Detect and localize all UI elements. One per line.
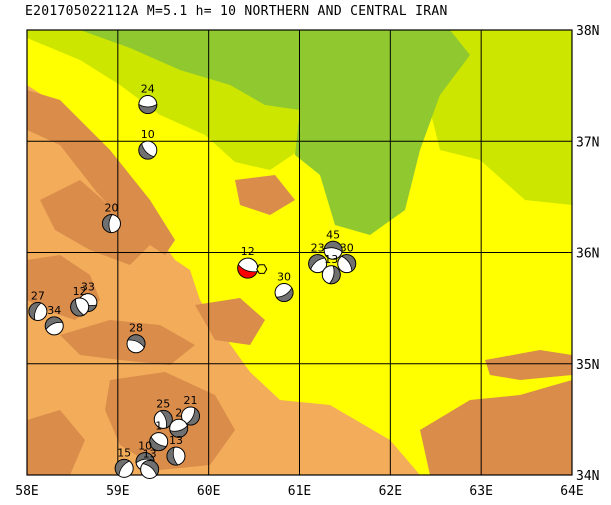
beachball-quadrant — [149, 436, 168, 451]
beachball-quadrant — [185, 407, 200, 426]
lat-tick-label: 35N — [576, 358, 599, 373]
event-beachball[interactable] — [149, 432, 169, 452]
event-depth-label: 24 — [141, 83, 155, 96]
terrain-ridge — [420, 380, 572, 475]
beachball-quadrant — [159, 409, 173, 429]
event-depth-label: 25 — [156, 397, 170, 410]
beachball-quadrant — [102, 214, 113, 234]
event-beachball[interactable] — [274, 283, 294, 303]
event-beachball[interactable] — [114, 458, 134, 478]
event-depth-label: 34 — [47, 304, 61, 317]
event-depth-label: 21 — [184, 394, 198, 407]
beachball-quadrant — [44, 316, 64, 331]
event-beachball[interactable] — [126, 334, 146, 354]
beachball-quadrant — [138, 142, 155, 160]
lon-tick-label: 64E — [560, 484, 583, 499]
main-event-beachball[interactable] — [237, 257, 259, 279]
terrain-ridge — [235, 175, 295, 215]
beachball-quadrant — [275, 287, 294, 302]
event-depth-label: 33 — [81, 281, 95, 294]
event-beachball[interactable] — [181, 406, 200, 426]
lon-tick-label: 58E — [15, 484, 38, 499]
event-beachball[interactable] — [153, 409, 173, 429]
event-beachball[interactable] — [28, 301, 48, 321]
event-depth-label: 10 — [138, 440, 152, 453]
lon-tick-label: 61E — [288, 484, 311, 499]
event-beachball[interactable] — [44, 316, 64, 336]
terrain-green — [80, 30, 470, 235]
event-depth-label: 28 — [129, 322, 143, 335]
grid-lines — [27, 30, 572, 475]
beachball-quadrant — [70, 298, 85, 317]
terrain-ridge — [27, 410, 85, 475]
event-beachball[interactable] — [169, 418, 189, 438]
event-depth-label: 10 — [141, 128, 155, 141]
event-depth-label: 13 — [169, 434, 183, 447]
terrain-ridge — [40, 180, 150, 265]
beachball-quadrant — [138, 103, 158, 114]
beachball-quadrant — [141, 460, 159, 477]
main-event-depth-label: 12 — [241, 245, 255, 258]
event-depth-label: 1 — [155, 420, 162, 433]
event-depth-label: 20 — [104, 202, 118, 215]
event-depth-label: 30 — [340, 242, 354, 255]
beachball-quadrant — [323, 240, 343, 253]
event-depth-label: 27 — [31, 289, 45, 302]
beachball-quadrant — [308, 254, 326, 271]
event-depth-label: 15 — [117, 446, 131, 459]
beachball-quadrant — [169, 425, 189, 438]
beachball-quadrant — [135, 452, 155, 464]
lon-tick-label: 63E — [469, 484, 492, 499]
beachball-quadrant — [127, 334, 146, 349]
event-beachball[interactable] — [138, 140, 158, 160]
event-beachball[interactable] — [166, 446, 186, 466]
lon-tick-label: 62E — [379, 484, 402, 499]
map-frame — [26, 29, 573, 476]
event-beachball[interactable] — [308, 254, 328, 274]
event-beachball[interactable] — [138, 95, 158, 115]
lat-tick-label: 34N — [576, 469, 599, 484]
event-beachball[interactable] — [337, 254, 357, 274]
event-beachball[interactable] — [323, 240, 343, 260]
beachball-quadrant — [237, 263, 258, 279]
beachball-quadrant — [328, 265, 341, 285]
terrain-ridge — [485, 350, 572, 380]
event-depth-label: 12 — [73, 285, 87, 298]
event-beachball[interactable] — [70, 297, 90, 317]
event-depth-label: 13 — [324, 253, 338, 266]
epicenter-marker — [256, 264, 268, 274]
beachball-quadrant — [166, 446, 179, 466]
event-depth-label: 30 — [277, 271, 291, 284]
beachball-quadrant — [114, 459, 131, 477]
beachball-quadrant — [340, 254, 357, 272]
event-beachball[interactable] — [321, 265, 341, 285]
lat-tick-label: 37N — [576, 135, 599, 150]
beachball-quadrant — [28, 302, 42, 321]
event-depth-label: 45 — [326, 228, 340, 241]
lat-tick-label: 38N — [576, 24, 599, 39]
lat-tick-label: 36N — [576, 247, 599, 262]
terrain-ridge — [195, 298, 265, 345]
terrain-ridge — [27, 90, 175, 255]
event-depth-label: 13 — [143, 447, 157, 460]
event-beachball[interactable] — [101, 214, 121, 234]
event-depth-label: 23 — [311, 242, 325, 255]
lon-tick-label: 60E — [197, 484, 220, 499]
lon-tick-label: 59E — [106, 484, 129, 499]
event-beachball[interactable] — [140, 459, 160, 479]
map-title: E201705022112A M=5.1 h= 10 NORTHERN AND … — [25, 4, 448, 19]
event-depth-label: 2 — [175, 406, 182, 419]
